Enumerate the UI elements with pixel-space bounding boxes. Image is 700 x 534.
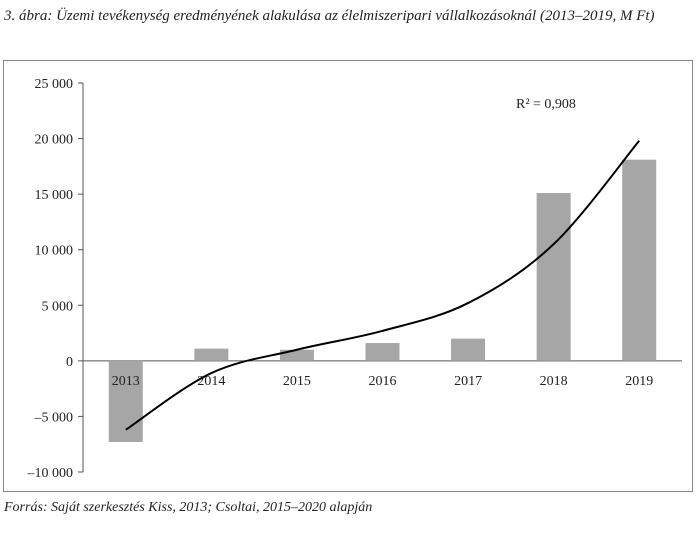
x-tick-label: 2018 [540,374,568,389]
y-tick-label: 15 000 [35,188,74,203]
x-tick-label: 2016 [369,374,397,389]
x-tick-label: 2013 [112,374,140,389]
bar-2018 [536,193,571,361]
trendline [125,140,640,431]
r-squared-annotation: R² = 0,908 [516,97,576,112]
bar-2013 [108,360,143,442]
x-tick-label: 2014 [197,374,225,389]
chart-frame: 25 000 20 000 15 000 10 000 5 000 0 –5 000 –10 … [3,60,693,492]
figure-caption: 3. ábra: Üzemi tevékenység eredményének … [4,8,655,24]
bar-2017 [451,338,486,361]
y-tick-label: 10 000 [35,244,74,259]
figure-source: Forrás: Saját szerkesztés Kiss, 2013; Cs… [4,500,373,515]
y-tick-label: 25 000 [35,77,74,92]
x-tick-label: 2015 [283,374,311,389]
x-tick-label: 2017 [454,374,482,389]
x-tick-label: 2019 [625,374,653,389]
bar-2019 [622,159,657,361]
bar-2014 [194,348,229,361]
bar-chart: 25 000 20 000 15 000 10 000 5 000 0 –5 000 –10 … [27,77,682,481]
y-tick-label: –10 000 [27,466,74,481]
y-tick-label: 0 [66,355,73,370]
y-tick-label: –5 000 [34,410,74,425]
y-tick-label: 20 000 [35,133,74,148]
bar-2015 [279,349,314,361]
y-tick-label: 5 000 [42,299,74,314]
bar-2016 [365,343,400,361]
